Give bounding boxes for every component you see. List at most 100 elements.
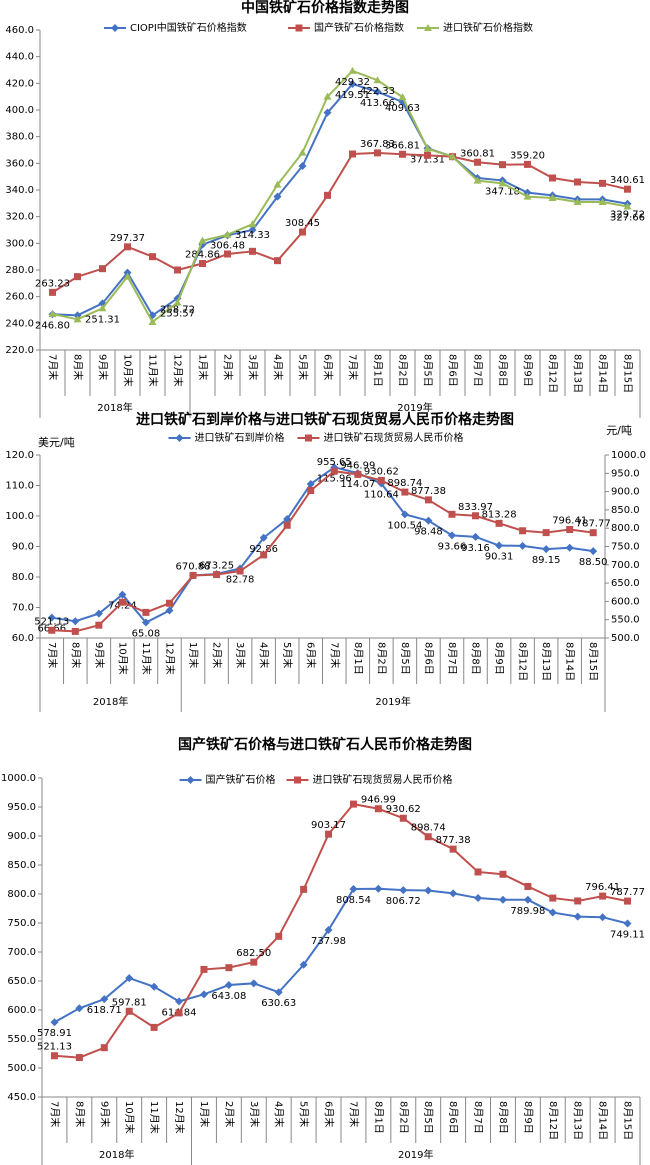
x-tick-label: 8月14日: [597, 1101, 609, 1140]
marker: [473, 176, 482, 184]
marker: [307, 487, 315, 495]
data-label: 618.71: [87, 1005, 122, 1016]
marker: [574, 178, 581, 186]
data-label: 422.33: [360, 86, 395, 97]
data-label: 297.37: [110, 233, 145, 244]
data-label: 419.51: [335, 90, 370, 101]
y2-tick-label: 750.0: [611, 542, 640, 553]
x-tick-label: 8月15日: [622, 354, 634, 393]
marker: [523, 895, 532, 904]
data-label: 521.13: [37, 1042, 72, 1053]
data-label: 88.50: [579, 557, 608, 568]
x-tick-label: 8月8日: [497, 1101, 509, 1134]
marker: [165, 606, 174, 615]
marker: [518, 541, 527, 550]
x-tick-label: 8月1日: [372, 354, 384, 387]
x-tick-label: 12月末: [172, 354, 185, 387]
marker: [48, 626, 56, 634]
y-tick-label: 320.0: [5, 212, 34, 223]
data-label: 371.31: [410, 154, 445, 165]
marker: [48, 310, 57, 317]
marker: [519, 527, 527, 535]
marker: [374, 884, 383, 893]
chart-title: 中国铁矿石价格指数走势图: [241, 0, 409, 16]
data-label: 90.31: [485, 552, 514, 563]
y-tick-label: 420.0: [5, 78, 34, 89]
marker: [424, 886, 433, 895]
data-label: 327.66: [610, 212, 645, 223]
marker: [186, 776, 195, 784]
series-line: [51, 466, 594, 624]
data-label: 521.13: [34, 616, 69, 627]
marker: [98, 304, 107, 312]
marker: [471, 532, 480, 541]
y-tick-label: 380.0: [5, 132, 34, 143]
marker: [474, 158, 481, 166]
x-tick-label: 8月1日: [352, 642, 364, 675]
y-tick-label: 950.0: [7, 802, 36, 813]
marker: [498, 895, 507, 904]
marker: [330, 467, 338, 475]
data-label: 340.61: [610, 175, 645, 186]
data-label: 284.86: [185, 250, 220, 261]
marker: [448, 152, 457, 160]
marker: [118, 590, 127, 599]
x-tick-label: 7月末: [347, 1101, 360, 1127]
marker: [565, 543, 574, 552]
x-tick-label: 8月9日: [493, 642, 505, 675]
marker: [349, 150, 356, 158]
marker: [118, 598, 126, 606]
x-group-label: 2018年: [99, 1148, 134, 1161]
data-label: 787.77: [576, 519, 611, 530]
marker: [323, 92, 332, 100]
x-tick-label: 6月末: [305, 642, 318, 668]
marker: [449, 845, 457, 853]
data-label: 366.81: [385, 140, 420, 151]
marker: [349, 800, 357, 808]
y-tick-label: 110.0: [5, 481, 34, 492]
data-label: 93.66: [438, 541, 467, 552]
x-tick-label: 8月12日: [547, 1101, 559, 1140]
marker: [589, 547, 598, 556]
x-tick-label: 7月末: [347, 354, 360, 380]
marker: [324, 191, 331, 199]
data-label: 946.99: [361, 795, 396, 806]
x-tick-label: 9月末: [98, 1101, 111, 1127]
x-tick-label: 12月末: [173, 1101, 186, 1134]
data-label: 74.24: [108, 601, 137, 612]
legend-label: 进口铁矿石现货贸易人民币价格: [313, 773, 453, 786]
y-tick-label: 400.0: [5, 105, 34, 116]
data-label: 682.50: [236, 948, 271, 959]
marker: [573, 198, 582, 205]
marker: [599, 179, 606, 187]
y-tick-label: 100.0: [5, 511, 34, 522]
y-tick-label: 120.0: [5, 450, 34, 461]
marker: [142, 608, 150, 616]
data-label: 673.25: [199, 561, 234, 572]
data-label: 796.41: [585, 882, 620, 893]
y2-tick-label: 950.0: [611, 468, 640, 479]
marker: [524, 882, 532, 890]
y-tick-label: 90.0: [12, 542, 34, 553]
x-tick-label: 8月末: [73, 1101, 86, 1127]
data-label: 808.54: [336, 895, 371, 906]
marker: [299, 960, 308, 969]
marker: [50, 1018, 59, 1027]
data-label: 115.96: [317, 473, 352, 484]
marker: [424, 496, 432, 504]
marker: [623, 202, 632, 210]
x-tick-label: 8月2日: [397, 1101, 409, 1134]
marker: [401, 488, 409, 496]
y-tick-label: 360.0: [5, 158, 34, 169]
y-tick-label: 300.0: [5, 238, 34, 249]
x-tick-label: 10月末: [123, 1101, 136, 1134]
x-tick-label: 2月末: [223, 1101, 236, 1127]
data-label: 359.20: [510, 150, 545, 161]
marker: [306, 479, 315, 488]
x-tick-label: 12月末: [163, 642, 176, 675]
marker: [373, 76, 382, 84]
marker: [150, 982, 159, 991]
marker: [324, 925, 333, 934]
marker: [499, 161, 506, 169]
data-label: 930.62: [386, 804, 421, 815]
